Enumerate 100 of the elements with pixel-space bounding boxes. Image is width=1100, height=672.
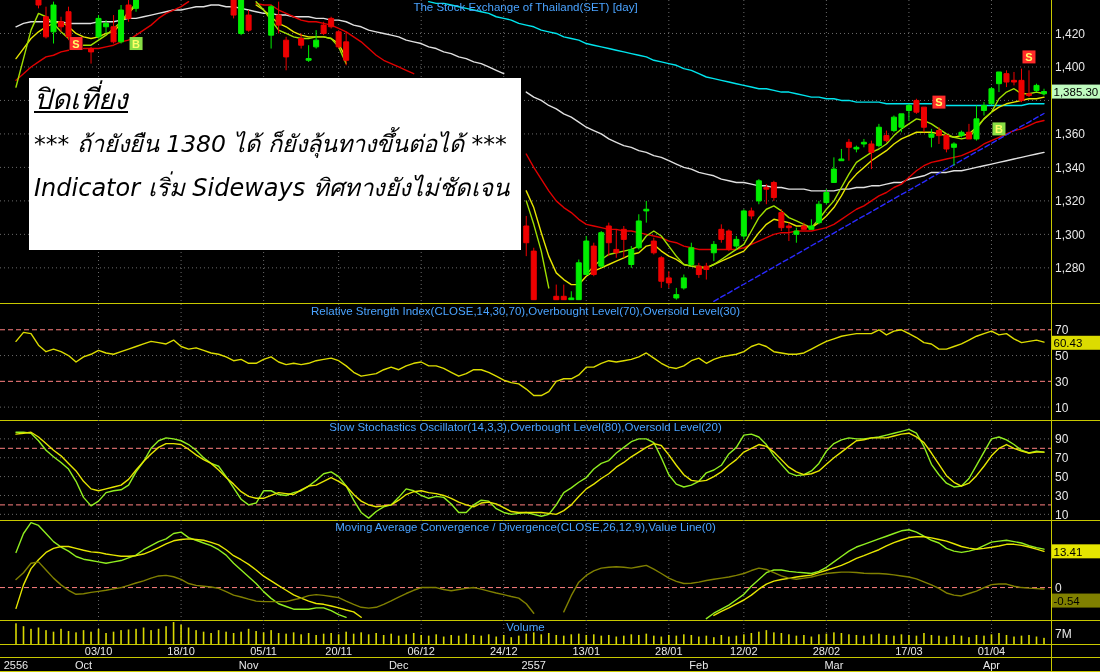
y-tick-label: 90 [1055, 432, 1069, 447]
data-label: B [995, 122, 1003, 135]
text: 7M [1055, 627, 1072, 641]
x-tick-label: 2557 [521, 658, 546, 671]
y-tick-label: 50 [1055, 349, 1069, 364]
candlestick [88, 46, 95, 65]
x-tick-label: 24/12 [489, 645, 518, 657]
candlestick [860, 138, 867, 148]
candlestick [523, 215, 530, 257]
candlestick [658, 255, 665, 289]
candlestick [43, 6, 50, 39]
chart-title: Slow Stochastics Oscillator(14,3,3),Overbought Level(80),Oversold Level(20) [329, 421, 722, 433]
y-tick-label: 10 [1055, 507, 1069, 522]
candlestick [313, 29, 320, 50]
candlestick [815, 200, 822, 225]
candlestick [710, 240, 717, 262]
y-tick-label: 0 [1055, 581, 1062, 596]
candlestick [793, 227, 800, 244]
candlestick [905, 103, 912, 122]
candlestick [748, 207, 755, 220]
candlestick [628, 245, 635, 269]
candlestick [298, 32, 305, 50]
x-tick-label: Dec [388, 658, 409, 671]
x-tick-label: 20/11 [325, 645, 353, 657]
chart-title: Moving Average Convergence / Divergence(CLOSE,26,12,9),Value Line(0) [335, 521, 716, 533]
candlestick [110, 14, 117, 45]
candlestick [283, 36, 290, 71]
y-tick-label: 70 [1055, 451, 1069, 466]
candlestick [973, 104, 980, 142]
candlestick [553, 284, 560, 301]
candlestick [643, 200, 650, 224]
y-tick-label: 1,340 [1055, 160, 1086, 175]
candlestick [560, 284, 567, 301]
candlestick [830, 156, 837, 183]
candlestick [845, 138, 852, 162]
data-label: S [1025, 50, 1033, 63]
candlestick [980, 101, 987, 117]
candlestick [853, 145, 860, 153]
x-tick-label: 05/11 [250, 645, 277, 657]
text: 1,385.30 [1053, 86, 1099, 99]
chart-title: Relative Strength Index(CLOSE,14,30,70),Overbought Level(70),Oversold Level(30) [311, 305, 741, 317]
candlestick [950, 141, 957, 167]
x-tick-label: 28/01 [655, 645, 683, 657]
candlestick [740, 208, 747, 240]
x-tick-label: 06/12 [407, 645, 435, 657]
candlestick [268, 4, 275, 50]
x-tick-label: Oct [74, 658, 93, 671]
candlestick [673, 287, 680, 301]
x-tick-label: 17/03 [895, 645, 923, 657]
candlestick [1041, 88, 1047, 96]
candlestick [1033, 83, 1040, 93]
candlestick [133, 0, 140, 13]
x-tick-label: 01/04 Apr [977, 645, 1006, 671]
candlestick [275, 1, 282, 34]
candlestick [965, 123, 972, 140]
data-label: -0.54 [1053, 595, 1081, 608]
candlestick [35, 0, 42, 9]
y-tick-label: 1,300 [1055, 227, 1086, 242]
candlestick [620, 225, 627, 259]
x-tick-label: Feb [689, 658, 709, 671]
candlestick [800, 222, 807, 230]
candlestick [605, 222, 612, 257]
candlestick [230, 0, 237, 19]
candlestick [245, 9, 252, 33]
candlestick [725, 228, 732, 252]
candlestick [613, 228, 620, 259]
candlestick [838, 148, 845, 162]
x-tick-label: 18/10 [167, 645, 195, 657]
line-series [713, 112, 1045, 303]
candlestick [755, 178, 762, 205]
x-tick-label: 2556 [3, 658, 29, 671]
candlestick [823, 188, 830, 205]
data-label: B [132, 37, 141, 50]
candlestick [635, 213, 642, 250]
candlestick [665, 270, 672, 289]
line-series [15, 329, 1045, 397]
y-tick-label: 10 [1055, 400, 1069, 415]
candlestick [718, 223, 725, 244]
candlestick [988, 86, 995, 105]
candlestick [305, 44, 312, 63]
y-tick-label: 1,360 [1055, 127, 1086, 142]
candlestick [808, 218, 815, 230]
x-tick-label: 12/02 [730, 645, 758, 657]
candlestick [118, 4, 125, 45]
candlestick [598, 230, 605, 269]
y-tick-label: 1,320 [1055, 194, 1086, 209]
x-tick-label: 13/01 [572, 645, 601, 657]
data-label: S [935, 96, 943, 109]
y-tick-label: 1,280 [1055, 261, 1086, 276]
candlestick [530, 247, 537, 301]
candlestick [995, 71, 1002, 93]
candlestick [50, 1, 57, 45]
candlestick [875, 123, 882, 148]
candlestick [238, 0, 245, 36]
chart-title: Volume [506, 621, 545, 633]
y-tick-label: 30 [1055, 488, 1069, 503]
x-tick-label: 28/02 [812, 645, 841, 657]
candlestick [590, 242, 597, 277]
x-tick-label: Nov [238, 658, 259, 671]
x-tick-label: 03/10 [84, 645, 113, 657]
